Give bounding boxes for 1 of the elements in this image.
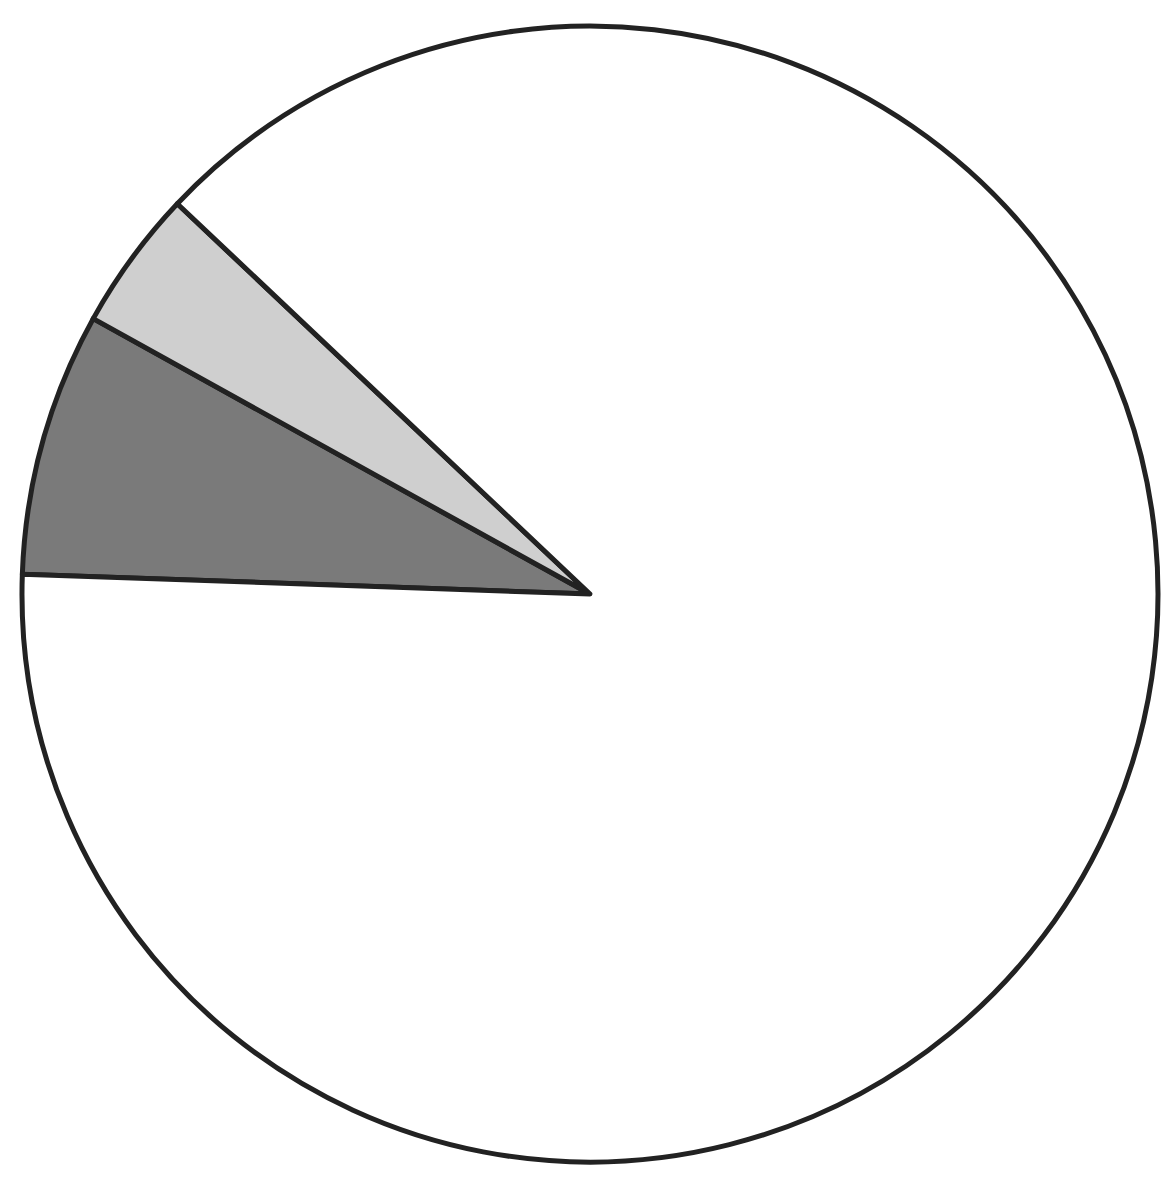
pie-slice: [19, 23, 1160, 1164]
